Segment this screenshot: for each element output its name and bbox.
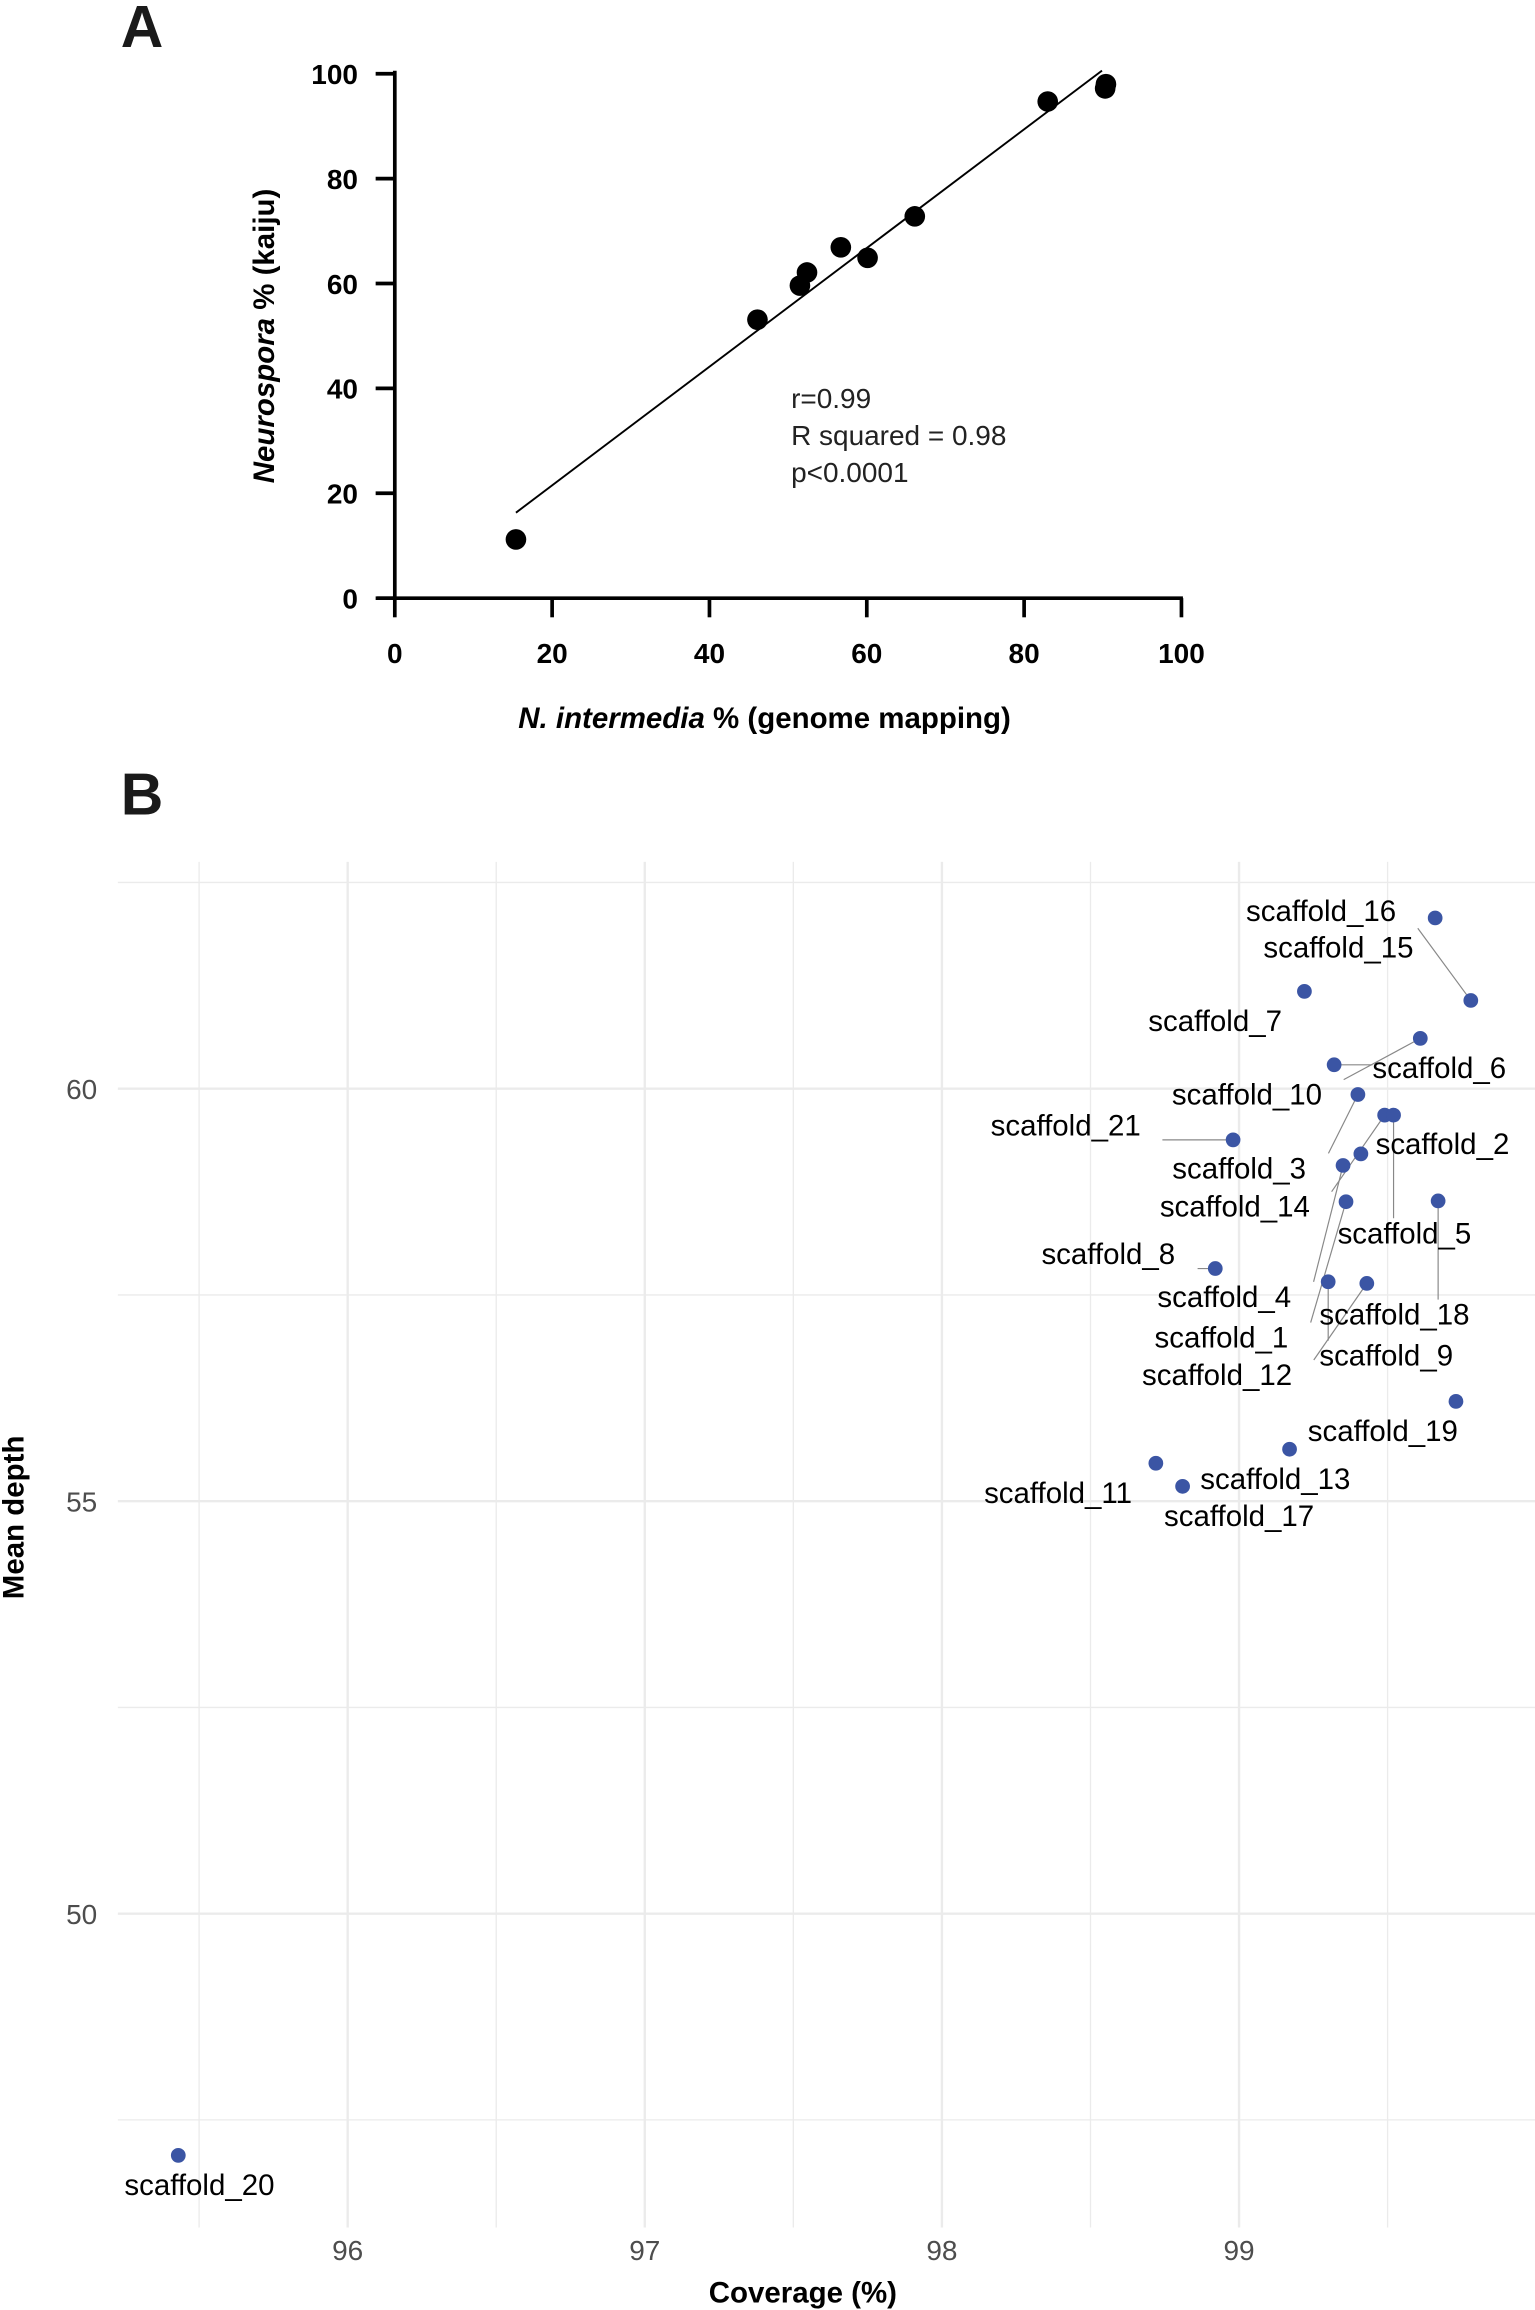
label-leader-line [1313,1165,1344,1282]
point-label: scaffold_17 [1164,1500,1314,1533]
panel-letter-a: A [121,0,164,60]
data-point [1282,1441,1297,1457]
point-label: scaffold_20 [124,2169,274,2202]
point-label: scaffold_6 [1372,1052,1506,1085]
data-point [796,262,818,283]
y-tick-label: 55 [66,1486,97,1517]
data-point [1463,993,1479,1008]
label-leader-line [1417,927,1472,1001]
stat-annotation: R squared = 0.98 [791,420,1006,451]
point-label: scaffold_12 [1142,1359,1292,1392]
chart-a: 0 20 40 60 80 100 0 20 40 60 80 100 r=0.99 R squared … [311,59,1204,669]
data-point [1448,1394,1464,1409]
data-point [1386,1107,1401,1123]
y-tick-label: 60 [66,1074,97,1105]
data-point [1359,1276,1375,1291]
label-leader-line [1310,1201,1347,1323]
x-tick-label: 100 [1158,638,1205,669]
label-leader-line [1313,1283,1368,1361]
data-point [1326,1057,1342,1073]
data-point [1430,1193,1446,1209]
data-point [857,247,878,269]
chart-b: 96 97 98 99505560scaffold_15scaffold_7scaff… [66,861,1535,2266]
data-point [904,206,926,227]
point-label: scaffold_15 [1263,932,1413,965]
point-label: scaffold_21 [991,1109,1141,1142]
data-point [1350,1087,1366,1102]
data-point [170,2148,186,2163]
point-label: scaffold_16 [1246,895,1396,928]
data-point [1427,910,1443,926]
point-label: scaffold_14 [1160,1191,1310,1224]
x-tick-label: 96 [332,2235,363,2266]
panel-letter-b: B [121,763,164,828]
data-point [1335,1158,1351,1173]
x-tick-label: 60 [851,638,882,669]
stat-annotation: r=0.99 [791,383,871,414]
x-tick-label: 98 [926,2235,957,2266]
point-label: scaffold_3 [1172,1152,1306,1185]
x-tick-label: 99 [1223,2235,1254,2266]
data-point [1353,1146,1369,1162]
label-leader-line [1327,1094,1359,1154]
point-label: scaffold_5 [1338,1217,1472,1250]
point-label: scaffold_10 [1172,1079,1322,1112]
y-tick-label: 100 [311,59,358,90]
chart-b-y-axis-title: Mean depth [0,1436,31,1600]
data-point [1037,91,1059,112]
y-tick-label: 20 [327,479,358,510]
x-tick-label: 40 [694,638,725,669]
y-tick-label: 50 [66,1899,97,1930]
y-tick-label: 60 [327,269,358,300]
data-point [505,529,527,550]
data-point [1175,1478,1190,1494]
x-tick-label: 20 [537,638,568,669]
y-tick-label: 40 [327,374,358,405]
data-point [830,236,852,258]
chart-a-y-axis-title: Neurospora % (kaiju) [248,189,281,484]
data-point [1338,1194,1354,1210]
chart-b-x-axis-title: Coverage (%) [709,2277,897,2310]
point-label: scaffold_18 [1319,1299,1469,1332]
stat-annotation: p<0.0001 [791,457,908,488]
point-label: scaffold_19 [1308,1415,1458,1448]
point-label: scaffold_7 [1148,1005,1282,1038]
point-label: scaffold_1 [1155,1322,1289,1355]
x-tick-label: 97 [629,2235,660,2266]
point-label: scaffold_9 [1319,1340,1453,1373]
point-label: scaffold_2 [1376,1128,1510,1161]
point-label: scaffold_13 [1200,1463,1350,1496]
data-point [1148,1455,1164,1471]
data-point [1225,1132,1241,1148]
chart-a-x-axis-title: N. intermedia % (genome mapping) [518,702,1011,735]
data-point [1320,1274,1336,1290]
x-tick-label: 80 [1009,638,1040,669]
point-label: scaffold_8 [1041,1238,1175,1271]
data-point [1297,983,1312,999]
data-point [1207,1261,1223,1276]
point-label: scaffold_4 [1157,1281,1291,1314]
regression-line [515,69,1103,514]
x-tick-label: 0 [387,638,403,669]
data-point [1412,1031,1428,1046]
y-tick-label: 80 [327,164,358,195]
data-point [747,309,768,330]
y-tick-label: 0 [342,583,358,614]
label-leader-line [1343,1037,1421,1081]
data-point [1095,73,1117,95]
point-label: scaffold_11 [984,1477,1132,1510]
